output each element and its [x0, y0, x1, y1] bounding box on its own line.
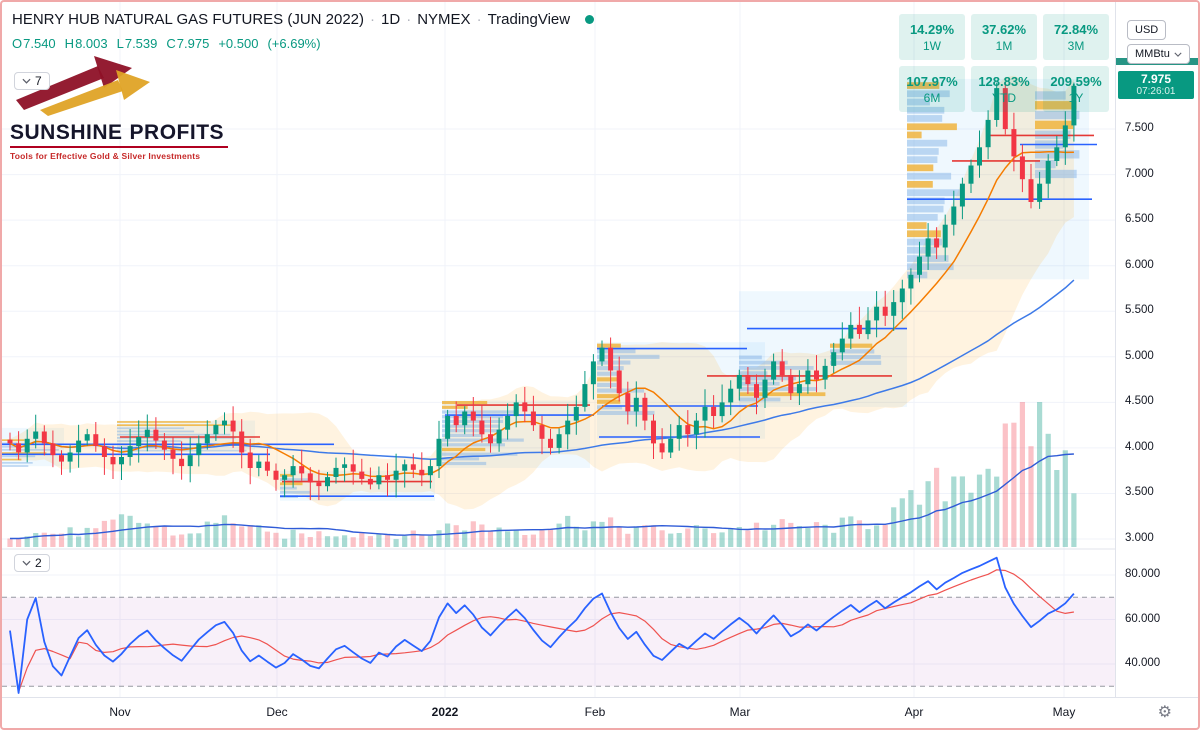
interval-label[interactable]: 1D	[381, 11, 401, 28]
market-status-icon[interactable]	[585, 15, 595, 24]
ohlc-readout: O 7.540 H 8.003 L 7.539 C 7.975 +0.500 (+6.6…	[12, 36, 321, 51]
chart-legend: HENRY HUB NATURAL GAS FUTURES (JUN 2022)…	[12, 11, 595, 28]
chevron-down-icon	[22, 560, 31, 566]
open-value: 7.540	[23, 36, 56, 51]
rsi-line	[9, 556, 1075, 694]
scale-controls: USD MMBtu	[1127, 20, 1190, 64]
main-panel-object-count: 7	[35, 74, 42, 88]
price-tick-label: 7.500	[1125, 122, 1154, 135]
open-label: O	[12, 36, 23, 51]
chevron-down-icon	[1174, 52, 1182, 57]
time-axis-label: May	[1052, 705, 1076, 719]
exchange-label: NYMEX	[417, 11, 471, 28]
logo-word-1: SUNSHINE	[10, 121, 123, 144]
lower-panel-collapse-button[interactable]: 2	[14, 554, 50, 572]
perf-badge-6m[interactable]: 107.97% 6M	[899, 66, 965, 112]
currency-button[interactable]: USD	[1127, 20, 1167, 40]
bar-countdown: 07:26:01	[1136, 85, 1176, 97]
logo-arrows-icon	[16, 56, 150, 116]
volatility-band	[10, 75, 1074, 510]
logo-tagline: Tools for Effective Gold & Silver Invest…	[10, 151, 201, 161]
unit-button[interactable]: MMBtu	[1127, 44, 1190, 64]
price-tick-label: 3.500	[1125, 486, 1154, 499]
time-axis-label: Apr	[904, 705, 924, 719]
perf-value: 72.84%	[1053, 21, 1099, 37]
time-axis-label: Nov	[109, 705, 131, 719]
rsi-panel-band	[2, 596, 1115, 687]
price-tick-label: 4.000	[1125, 440, 1154, 453]
volume-series	[7, 402, 1077, 547]
perf-badge-1m[interactable]: 37.62% 1M	[971, 14, 1037, 60]
main-panel-collapse-button[interactable]: 7	[14, 72, 50, 90]
price-tick-label: 5.000	[1125, 349, 1154, 362]
high-value: 8.003	[75, 36, 108, 51]
separator: ·	[370, 11, 376, 28]
perf-label: YTD	[992, 90, 1016, 105]
perf-value: 37.62%	[981, 21, 1027, 37]
price-tick-label: 6.000	[1125, 258, 1154, 271]
perf-value: 128.83%	[978, 73, 1030, 89]
unit-label: MMBtu	[1135, 48, 1170, 60]
currency-label: USD	[1135, 24, 1159, 36]
low-label: L	[116, 36, 124, 51]
change-percent: (+6.69%)	[267, 36, 321, 51]
perf-value: 107.97%	[906, 73, 958, 89]
perf-label: 6M	[923, 90, 941, 105]
close-value: 7.975	[176, 36, 210, 51]
brand-label[interactable]: TradingView	[487, 11, 571, 28]
perf-label: 1W	[923, 38, 941, 53]
indicator-tick-label: 60.000	[1125, 612, 1161, 625]
logo-divider	[10, 146, 228, 148]
time-axis-label: Dec	[266, 705, 288, 719]
candlestick-series	[7, 82, 1077, 501]
close-label: C	[166, 36, 176, 51]
indicator-tick-label: 40.000	[1125, 657, 1161, 669]
indicator-tick-label: 80.000	[1125, 568, 1161, 580]
time-axis-label: Mar	[729, 705, 751, 719]
chart-canvas[interactable]	[2, 2, 1115, 697]
sunshine-profits-logo: SUNSHINE PROFITS Tools for Effective Gol…	[10, 54, 228, 161]
perf-badge-3m[interactable]: 72.84% 3M	[1043, 14, 1109, 60]
price-tick-label: 7.000	[1125, 167, 1154, 180]
change-value: +0.500	[218, 36, 259, 51]
price-tick-label: 4.500	[1125, 395, 1154, 408]
perf-value: 209.59%	[1050, 73, 1102, 89]
low-value: 7.539	[124, 36, 158, 51]
price-tick-label: 6.500	[1125, 213, 1154, 226]
volume-ma-line	[10, 453, 1074, 540]
price-scale[interactable]: USD MMBtu 7.975 07:26:01 7.500 7.000 6.500…	[1115, 2, 1198, 697]
perf-label: 1Y	[1068, 90, 1084, 105]
last-price-badge: 7.975 07:26:01	[1118, 70, 1194, 99]
settings-gear-icon[interactable]: ⚙	[1157, 704, 1172, 721]
separator: ·	[476, 11, 482, 28]
grid-lines	[2, 2, 1115, 697]
rsi-signal-line	[9, 569, 1074, 693]
time-axis-label: 2022	[431, 705, 459, 719]
perf-badge-ytd[interactable]: 128.83% YTD	[971, 66, 1037, 112]
high-label: H	[64, 36, 75, 51]
perf-label: 1M	[995, 38, 1013, 53]
last-price-value: 7.975	[1140, 71, 1172, 86]
time-axis[interactable]: Nov Dec 2022 Feb Mar Apr May ⚙	[2, 697, 1198, 726]
perf-badge-1y[interactable]: 209.59% 1Y	[1043, 66, 1109, 112]
logo-word-2: PROFITS	[129, 121, 225, 144]
separator: ·	[406, 11, 412, 28]
time-axis-label: Feb	[584, 705, 606, 719]
symbol-title[interactable]: HENRY HUB NATURAL GAS FUTURES (JUN 2022)	[12, 11, 365, 28]
price-tick-label: 5.500	[1125, 304, 1154, 317]
perf-value: 14.29%	[909, 21, 955, 37]
perf-badge-1w[interactable]: 14.29% 1W	[899, 14, 965, 60]
chevron-down-icon	[22, 78, 31, 84]
perf-label: 3M	[1067, 38, 1085, 53]
lower-panel-object-count: 2	[35, 556, 42, 570]
performance-badges: 14.29% 1W 37.62% 1M 72.84% 3M 107.97% 6M 128…	[899, 14, 1109, 112]
price-tick-label: 3.000	[1125, 532, 1154, 544]
